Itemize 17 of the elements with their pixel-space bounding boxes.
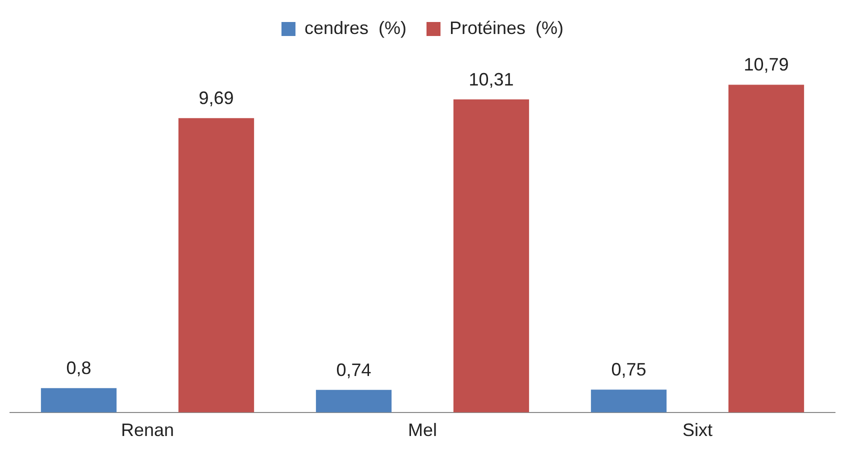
- data-label: 0,75: [611, 360, 646, 380]
- bar: [316, 390, 392, 412]
- data-label: 9,69: [198, 88, 234, 108]
- x-tick-label: Renan: [120, 420, 174, 440]
- bar: [40, 388, 117, 412]
- bar: [178, 118, 254, 412]
- bar: [590, 390, 667, 412]
- bar: [728, 84, 804, 412]
- legend-label: Protéines (%): [449, 18, 564, 38]
- data-label: 0,8: [66, 358, 92, 378]
- data-label: 10,31: [468, 69, 514, 90]
- data-label: 10,79: [744, 54, 789, 75]
- data-label: 0,74: [336, 360, 372, 380]
- bar: [453, 99, 530, 412]
- legend-label: cendres (%): [304, 18, 407, 38]
- x-tick-label: Sixt: [682, 420, 713, 440]
- x-tick-label: Mel: [408, 420, 438, 440]
